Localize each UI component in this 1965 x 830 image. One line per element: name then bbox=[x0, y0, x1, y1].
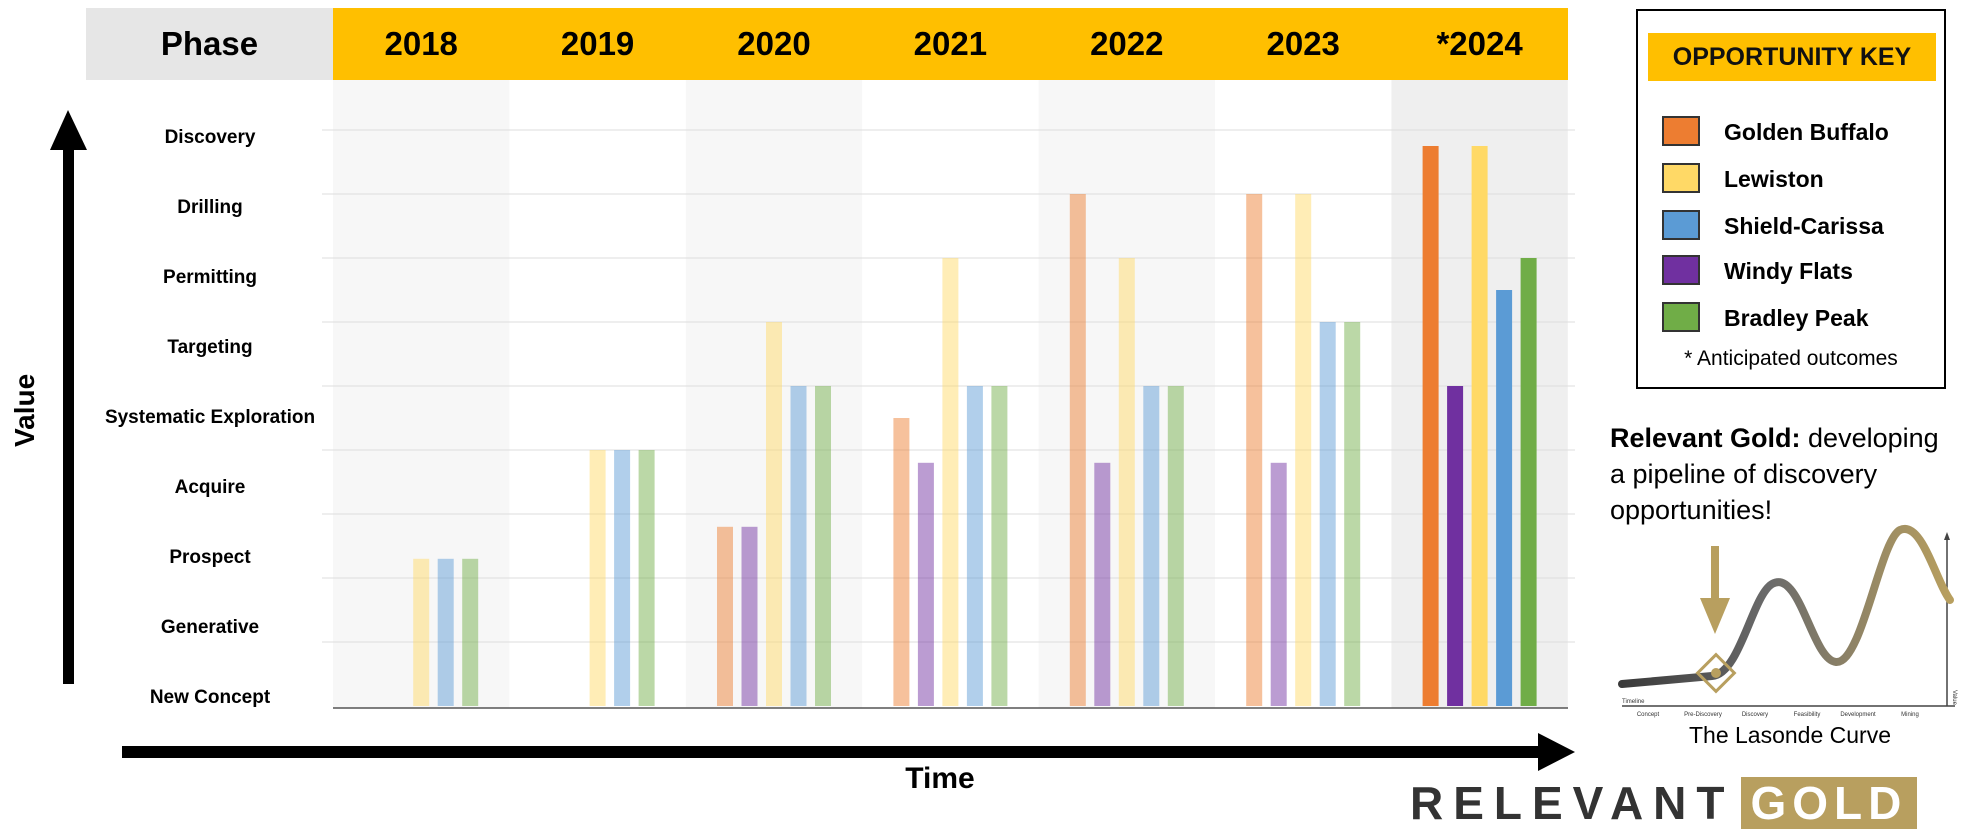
bar-windy-flats bbox=[1447, 386, 1464, 706]
time-arrow-head bbox=[1538, 733, 1575, 771]
bar-golden-buffalo bbox=[717, 526, 733, 706]
year-header-label: 2023 bbox=[1266, 25, 1340, 62]
bar-golden-buffalo bbox=[893, 418, 910, 706]
legend-title: OPPORTUNITY KEY bbox=[1648, 33, 1936, 81]
column-band bbox=[333, 80, 510, 708]
bar-golden-buffalo bbox=[1422, 146, 1439, 706]
lasonde-axis-right-label: Value bbox=[1951, 690, 1957, 706]
down-arrow-icon bbox=[1700, 598, 1730, 634]
lasonde-curve-illustration: Concept Pre-Discovery Discovery Feasibility… bbox=[1618, 525, 1957, 718]
value-arrow-head bbox=[50, 110, 87, 150]
column-band bbox=[1215, 80, 1392, 708]
lasonde-curve-title: The Lasonde Curve bbox=[1688, 722, 1891, 748]
bar-lewiston bbox=[413, 558, 430, 706]
lasonde-stage-label: Discovery bbox=[1742, 712, 1768, 718]
lasonde-stage-label: Pre-Discovery bbox=[1684, 712, 1722, 718]
bar-bradley-peak bbox=[638, 450, 655, 706]
lasonde-y-arrow bbox=[1944, 532, 1950, 540]
y-tick-label: New Concept bbox=[149, 687, 271, 708]
y-tick-label: Targeting bbox=[167, 337, 253, 358]
year-header-label: 2022 bbox=[1090, 25, 1164, 62]
column-band bbox=[1038, 80, 1215, 708]
column-band bbox=[509, 80, 686, 708]
bar-golden-buffalo bbox=[1069, 194, 1086, 706]
bar-bradley-peak bbox=[1520, 258, 1537, 706]
relevant-gold-bold: Relevant Gold: bbox=[1610, 423, 1801, 453]
bar-windy-flats bbox=[741, 526, 758, 706]
y-tick-label: Systematic Exploration bbox=[104, 407, 316, 428]
logo-word-1: RELEVANT bbox=[1410, 777, 1735, 829]
bar-shield-carissa bbox=[790, 386, 807, 706]
legend-swatch bbox=[1662, 302, 1700, 332]
bar-lewiston bbox=[1471, 146, 1488, 706]
bar-shield-carissa bbox=[1319, 322, 1336, 706]
bar-bradley-peak bbox=[462, 558, 479, 706]
value-timeline-chart bbox=[50, 80, 1575, 771]
legend-label: Bradley Peak bbox=[1724, 305, 1869, 331]
arrow-shaft bbox=[1711, 546, 1719, 598]
time-arrow-shaft bbox=[122, 746, 1547, 758]
legend-swatch bbox=[1662, 210, 1700, 240]
bar-lewiston bbox=[1118, 258, 1135, 706]
lasonde-axis-left-label: Timeline bbox=[1622, 699, 1645, 705]
phase-header-label: Phase bbox=[160, 25, 259, 62]
bar-windy-flats bbox=[917, 462, 934, 706]
legend-note: * Anticipated outcomes bbox=[1684, 347, 1898, 370]
diamond-marker-icon bbox=[1695, 652, 1737, 694]
legend-swatch bbox=[1662, 255, 1700, 285]
logo-word-2: GOLD bbox=[1740, 777, 1918, 829]
bar-bradley-peak bbox=[815, 386, 831, 706]
bar-shield-carissa bbox=[437, 558, 454, 706]
y-tick-label: Acquire bbox=[174, 477, 246, 498]
legend-label: Golden Buffalo bbox=[1724, 119, 1889, 145]
bar-shield-carissa bbox=[1496, 290, 1513, 706]
relevant-gold-logo: RELEVANT GOLD bbox=[1410, 776, 1918, 829]
bar-windy-flats bbox=[1094, 462, 1111, 706]
column-band bbox=[862, 80, 1039, 708]
bar-lewiston bbox=[766, 322, 782, 706]
bar-golden-buffalo bbox=[1246, 194, 1263, 706]
value-arrow-shaft bbox=[63, 146, 74, 684]
relevant-gold-caption: Relevant Gold: developing a pipeline of … bbox=[1610, 420, 1960, 528]
y-tick-label: Generative bbox=[160, 617, 260, 638]
bar-shield-carissa bbox=[1143, 386, 1160, 706]
lasonde-stage-label: Mining bbox=[1901, 712, 1919, 718]
year-header-label: 2019 bbox=[560, 25, 635, 62]
legend-label: Lewiston bbox=[1724, 166, 1824, 192]
column-band bbox=[685, 80, 863, 708]
year-header-label: *2024 bbox=[1436, 25, 1523, 62]
x-axis-title: Time bbox=[905, 762, 975, 795]
opportunity-key-legend: OPPORTUNITY KEY Golden Buffalo Lewiston … bbox=[1636, 9, 1946, 389]
lasonde-stage-label: Concept bbox=[1637, 712, 1660, 718]
lasonde-curve-line bbox=[1618, 525, 1954, 688]
y-tick-label: Prospect bbox=[169, 547, 251, 568]
bar-windy-flats bbox=[1270, 462, 1287, 706]
lasonde-stage-label: Feasibility bbox=[1794, 712, 1821, 718]
year-header-label: 2020 bbox=[737, 25, 811, 62]
legend-swatch bbox=[1662, 163, 1700, 193]
bar-lewiston bbox=[589, 450, 606, 706]
y-tick-label: Discovery bbox=[164, 127, 256, 148]
bar-shield-carissa bbox=[614, 450, 631, 706]
legend-swatch bbox=[1662, 116, 1700, 146]
year-header-label: 2018 bbox=[384, 25, 458, 62]
bar-shield-carissa bbox=[966, 386, 983, 706]
bar-bradley-peak bbox=[1167, 386, 1184, 706]
relevant-gold-text: developing a pipeline of discovery oppor… bbox=[1610, 423, 1939, 525]
bar-bradley-peak bbox=[1344, 322, 1361, 706]
bar-lewiston bbox=[942, 258, 959, 706]
bar-bradley-peak bbox=[991, 386, 1008, 706]
y-tick-label: Drilling bbox=[177, 197, 243, 218]
phase-header-cell bbox=[86, 8, 333, 80]
lasonde-stage-label: Development bbox=[1840, 712, 1876, 718]
year-header-label: 2021 bbox=[913, 25, 988, 62]
legend-label: Windy Flats bbox=[1724, 258, 1853, 284]
bar-lewiston bbox=[1295, 194, 1312, 706]
years-header-bar bbox=[333, 8, 1568, 80]
y-tick-label: Permitting bbox=[163, 267, 257, 288]
legend-label: Shield-Carissa bbox=[1724, 213, 1884, 239]
